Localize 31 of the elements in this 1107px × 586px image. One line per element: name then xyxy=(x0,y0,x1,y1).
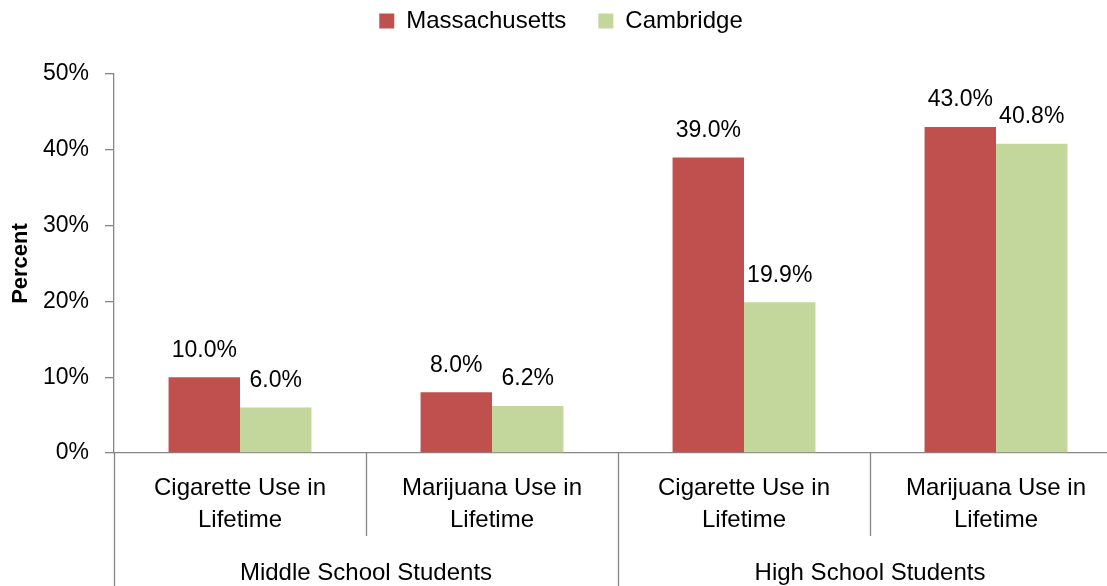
text: Middle School Students xyxy=(239,557,493,585)
x-tick-label: Cigarette Use in Lifetime xyxy=(657,473,831,533)
y-tick-label: 0% xyxy=(55,438,89,465)
y-axis-title: Percent xyxy=(7,222,33,304)
y-tick-label: 10% xyxy=(42,362,89,389)
data-label: 39.0% xyxy=(675,115,741,142)
data-label: 19.9% xyxy=(747,260,813,287)
bar xyxy=(924,127,996,453)
bar xyxy=(240,407,312,453)
data-label: 43.0% xyxy=(927,85,993,112)
text: High School Students xyxy=(754,557,986,585)
bar xyxy=(744,302,816,453)
y-tick-label: 40% xyxy=(42,135,89,162)
legend-label: Cambridge xyxy=(625,5,743,33)
bar xyxy=(420,392,492,453)
legend-label: Massachusetts xyxy=(406,5,567,33)
bar xyxy=(492,406,564,453)
data-label: 40.8% xyxy=(999,102,1065,129)
x-tick-label: Cigarette Use in Lifetime xyxy=(153,473,327,533)
y-tick-label: 50% xyxy=(42,59,89,86)
x-tick-label: Marijuana Use in Lifetime xyxy=(905,473,1087,533)
data-label: 6.0% xyxy=(249,365,302,392)
x-tick-label: Marijuana Use in Lifetime xyxy=(401,473,583,533)
y-tick-label: 30% xyxy=(42,210,89,237)
bar xyxy=(672,157,744,453)
data-label: 10.0% xyxy=(171,335,237,362)
data-label: 8.0% xyxy=(430,350,483,377)
bar xyxy=(996,143,1068,453)
bar xyxy=(168,377,240,453)
data-label: 6.2% xyxy=(501,364,554,391)
y-tick-label: 20% xyxy=(42,286,89,313)
